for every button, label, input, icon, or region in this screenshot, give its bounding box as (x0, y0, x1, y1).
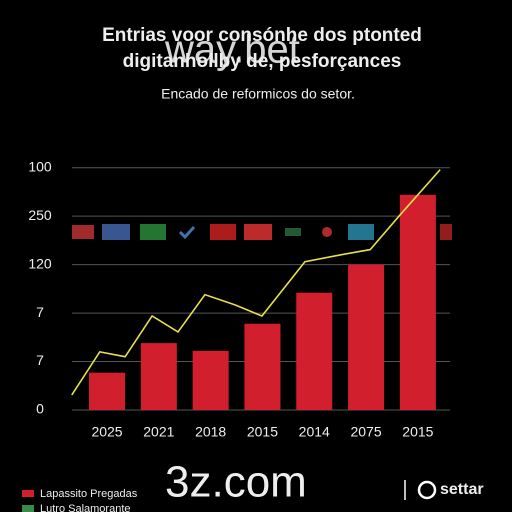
x-tick-label: 2014 (299, 424, 330, 440)
watermark: 3z.com (165, 458, 307, 507)
bar (140, 343, 177, 410)
y-tick-label: 100 (28, 158, 52, 174)
y-tick-label: 0 (36, 401, 44, 417)
bar (244, 323, 281, 410)
bar (296, 292, 333, 410)
y-tick-label: 7 (36, 352, 44, 368)
chart-title: Entrias voor consónhe dos ptonted (102, 25, 422, 46)
y-tick-label: 250 (28, 207, 52, 223)
chart-subtitle: Encado de reformicos do setor. (161, 86, 355, 102)
x-tick-label: 2015 (247, 424, 278, 440)
brand: settar (440, 481, 484, 498)
x-tick-label: 2021 (143, 424, 174, 440)
y-tick-label: 7 (36, 304, 44, 320)
bar (192, 350, 229, 410)
chart-title-line2: digitanhollby de, pesforçances (123, 51, 402, 72)
plot-area: 0 7 7 120 250 100 2025 2021 2018 2015 2014 2075 2015 (28, 158, 450, 440)
bar (89, 372, 126, 410)
legend-label: Lutro Salamorante (40, 503, 131, 512)
brand-logo (417, 480, 437, 500)
legend-swatch (22, 505, 34, 512)
bar (348, 264, 385, 410)
x-tick-label: 2015 (402, 424, 433, 440)
bar (399, 194, 436, 410)
x-tick-label: 2075 (350, 424, 381, 440)
x-tick-label: 2018 (195, 424, 226, 440)
legend-swatch (22, 490, 34, 497)
y-tick-label: 120 (28, 255, 52, 271)
watermark: way.bet (164, 28, 300, 72)
flag-row (72, 224, 452, 240)
x-tick-label: 2025 (91, 424, 122, 440)
line (71, 169, 441, 396)
legend-label: Lapassito Pregadas (40, 488, 138, 500)
